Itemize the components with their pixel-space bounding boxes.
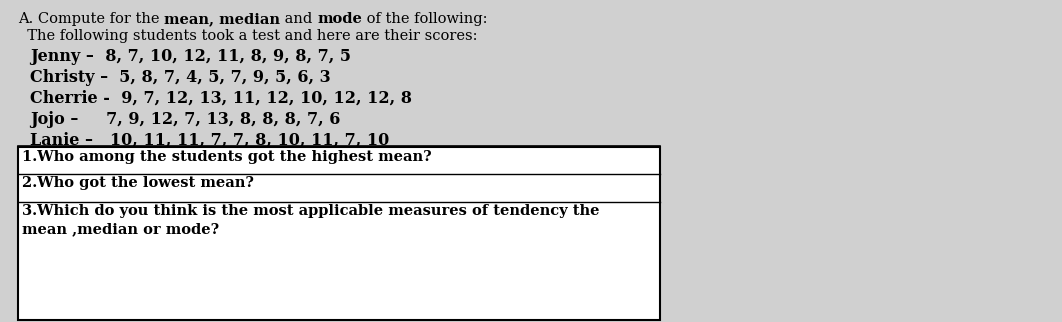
Text: mode: mode	[316, 12, 362, 26]
Text: 10, 11, 11, 7, 7, 8, 10, 11, 7, 10: 10, 11, 11, 7, 7, 8, 10, 11, 7, 10	[93, 132, 390, 149]
Text: 9, 7, 12, 13, 11, 12, 10, 12, 12, 8: 9, 7, 12, 13, 11, 12, 10, 12, 12, 8	[109, 90, 412, 107]
Text: 3.Which do you think is the most applicable measures of tendency the: 3.Which do you think is the most applica…	[22, 204, 600, 218]
Text: 8, 7, 10, 12, 11, 8, 9, 8, 7, 5: 8, 7, 10, 12, 11, 8, 9, 8, 7, 5	[93, 48, 350, 65]
Text: The following students took a test and here are their scores:: The following students took a test and h…	[18, 29, 478, 43]
Text: 5, 8, 7, 4, 5, 7, 9, 5, 6, 3: 5, 8, 7, 4, 5, 7, 9, 5, 6, 3	[108, 69, 330, 86]
Text: of the following:: of the following:	[362, 12, 487, 26]
Text: and: and	[280, 12, 316, 26]
Text: mean, median: mean, median	[165, 12, 280, 26]
Text: 2.Who got the lowest mean?: 2.Who got the lowest mean?	[22, 176, 254, 190]
Text: 7, 9, 12, 7, 13, 8, 8, 8, 7, 6: 7, 9, 12, 7, 13, 8, 8, 8, 7, 6	[79, 111, 341, 128]
Text: Lanie –: Lanie –	[30, 132, 93, 149]
Text: Jenny –: Jenny –	[30, 48, 93, 65]
Bar	[18, 147, 660, 320]
Text: Jojo –: Jojo –	[30, 111, 79, 128]
Text: Christy –: Christy –	[30, 69, 108, 86]
Text: mean ,median or mode?: mean ,median or mode?	[22, 222, 219, 236]
Text: Cherrie -: Cherrie -	[30, 90, 109, 107]
Text: 1.Who among the students got the highest mean?: 1.Who among the students got the highest…	[22, 150, 431, 164]
Text: A. Compute for the: A. Compute for the	[18, 12, 165, 26]
